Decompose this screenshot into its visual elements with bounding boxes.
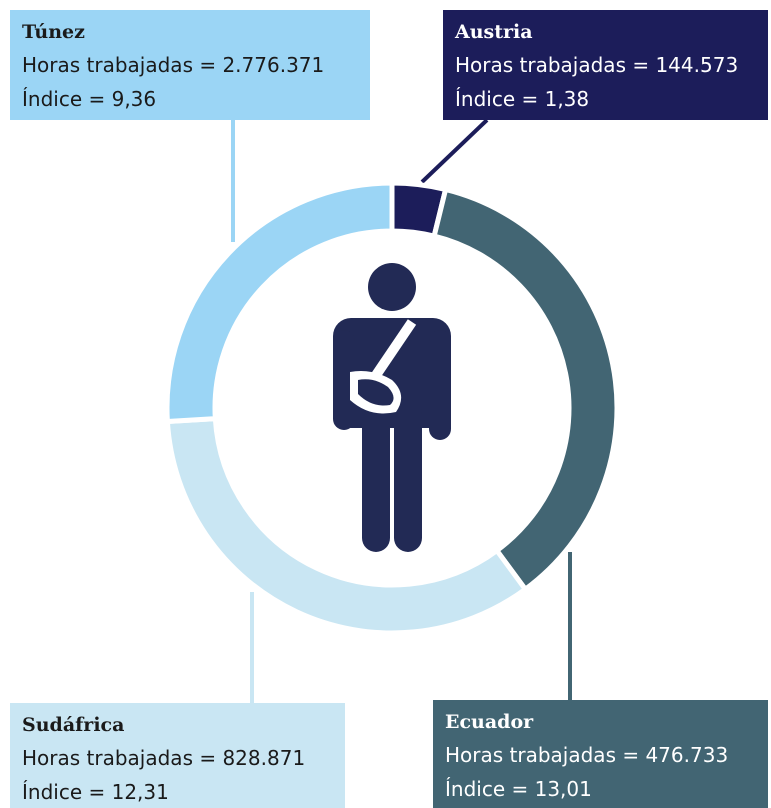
label-title: Ecuador: [445, 711, 534, 733]
label-title: Austria: [454, 21, 533, 43]
person-icon: [333, 263, 451, 552]
label-box: [433, 700, 768, 808]
donut-segment: [164, 180, 395, 425]
donut-segment: [431, 186, 620, 593]
hours-label: Horas trabajadas = 2.776.371: [22, 53, 324, 77]
labels: Austria Horas trabajadas = 144.573 Índice …: [10, 10, 768, 808]
hours-label: Horas trabajadas = 828.871: [22, 746, 305, 770]
value-label: Índice = 12,31: [22, 780, 169, 804]
donut: [164, 180, 620, 636]
donut-segment: [164, 415, 529, 636]
label-title: Sudáfrica: [22, 714, 124, 736]
value-label: Índice = 9,36: [22, 87, 156, 111]
label-title: Túnez: [22, 21, 85, 43]
hours-label: Horas trabajadas = 476.733: [445, 743, 728, 767]
hours-label: Horas trabajadas = 144.573: [455, 53, 738, 77]
value-label: Índice = 13,01: [445, 777, 592, 801]
label-box: [443, 10, 768, 120]
connector: [420, 118, 489, 184]
label-box: [10, 703, 345, 808]
value-label: Índice = 1,38: [455, 87, 589, 111]
connectors: [231, 118, 572, 704]
label-box: [10, 10, 370, 120]
